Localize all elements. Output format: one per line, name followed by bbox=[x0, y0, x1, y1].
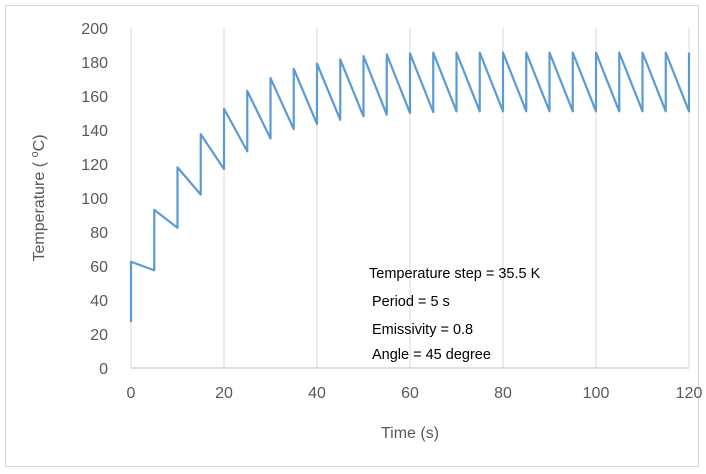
x-axis-title: Time (s) bbox=[381, 425, 439, 442]
y-axis-title-prefix: Temperature ( bbox=[31, 157, 48, 261]
y-tick-label: 120 bbox=[81, 157, 108, 174]
annotation-temperature-step: Temperature step = 35.5 K bbox=[369, 266, 541, 282]
x-tick-label: 20 bbox=[215, 385, 233, 402]
x-tick-label: 120 bbox=[676, 385, 703, 402]
y-tick-label: 0 bbox=[99, 361, 108, 378]
y-tick-label: 80 bbox=[90, 225, 108, 242]
tick-labels: 0 20 40 60 80 100 120 0 20 40 60 80 100 120 140 160 180 2… bbox=[81, 21, 702, 402]
x-tick-label: 100 bbox=[583, 385, 610, 402]
y-tick-label: 180 bbox=[81, 55, 108, 72]
y-tick-label: 40 bbox=[90, 293, 108, 310]
y-tick-label: 200 bbox=[81, 21, 108, 38]
x-tick-label: 0 bbox=[127, 385, 136, 402]
x-tick-label: 60 bbox=[401, 385, 419, 402]
series-layer bbox=[129, 51, 691, 323]
x-tick-label: 40 bbox=[308, 385, 326, 402]
y-tick-label: 160 bbox=[81, 89, 108, 106]
y-tick-label: 100 bbox=[81, 191, 108, 208]
series-line bbox=[129, 51, 691, 323]
annotation-period: Period = 5 s bbox=[372, 294, 450, 310]
y-axis-title-suffix: C) bbox=[31, 134, 48, 151]
annotation-emissivity: Emissivity = 0.8 bbox=[372, 322, 473, 338]
y-tick-label: 60 bbox=[90, 259, 108, 276]
x-tick-label: 80 bbox=[494, 385, 512, 402]
y-tick-label: 140 bbox=[81, 123, 108, 140]
annotation-angle: Angle = 45 degree bbox=[372, 347, 491, 363]
y-axis-title-degree-sup: o bbox=[29, 151, 41, 157]
y-tick-label: 20 bbox=[90, 327, 108, 344]
annotation-box: Temperature step = 35.5 K Period = 5 s E… bbox=[369, 266, 541, 363]
y-axis-title: Temperature ( oC) bbox=[29, 134, 48, 261]
